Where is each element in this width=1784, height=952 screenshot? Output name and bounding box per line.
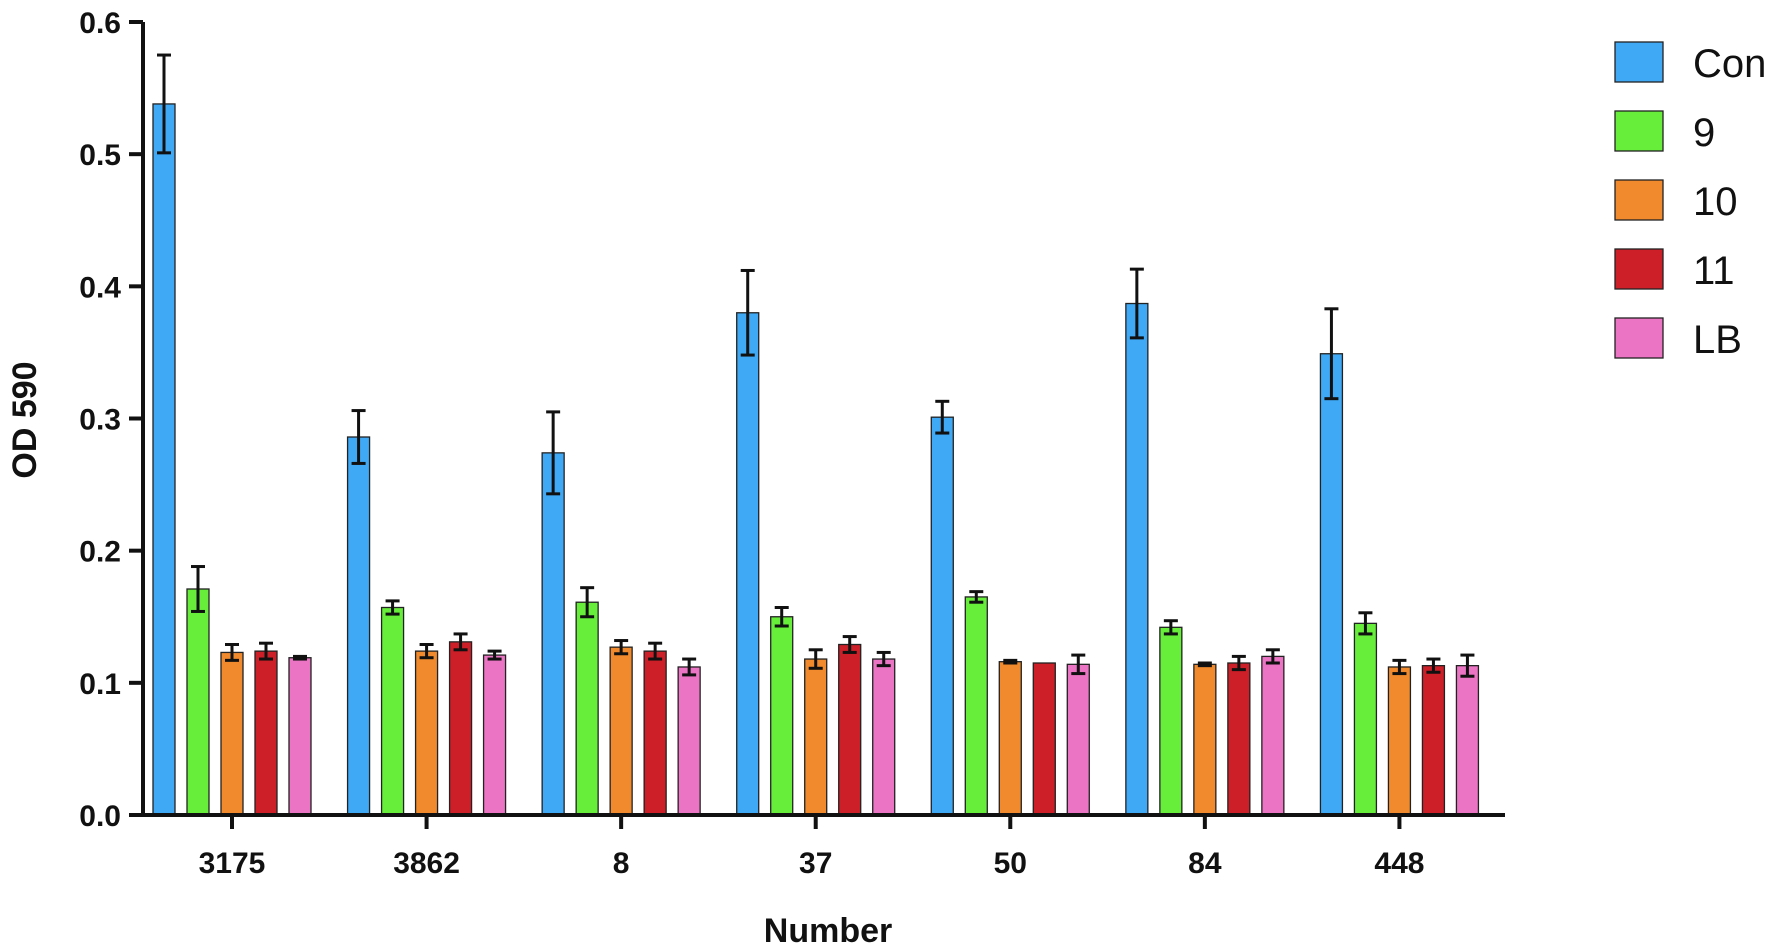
bar-LB-8: [677, 666, 701, 816]
bar-10-84: [1193, 663, 1217, 816]
bars-layer: [152, 103, 1480, 816]
axes-layer: 3175 3862 8 37 50 84 448 0.0 0.1 0.2 0.3 0.4 0.5 0.6: [79, 7, 1505, 880]
y-tick-label-0.5: 0.5: [79, 139, 121, 172]
x-tick-label-37: 37: [799, 847, 832, 880]
bar-9-37: [770, 616, 794, 816]
bar-11-3175: [254, 650, 278, 816]
bar-Con-8: [541, 452, 565, 816]
legend-label-11: 11: [1693, 249, 1735, 293]
y-tick-label-0.3: 0.3: [79, 404, 121, 437]
bar-Con-37: [736, 312, 760, 816]
bar-10-50: [998, 661, 1022, 816]
bar-9-3862: [380, 606, 405, 816]
x-axis-title: Number: [764, 912, 892, 950]
bar-11-448: [1421, 665, 1446, 816]
x-tick-label-448: 448: [1374, 847, 1424, 880]
bar-10-448: [1387, 666, 1412, 816]
bar-9-8: [575, 601, 599, 816]
bar-Con-50: [930, 416, 954, 816]
x-tick-label-8: 8: [613, 847, 630, 880]
bar-11-50: [1032, 662, 1056, 816]
bar-LB-84: [1261, 655, 1285, 816]
x-tick-label-50: 50: [994, 847, 1027, 880]
bar-10-3175: [220, 651, 244, 816]
bar-Con-448: [1319, 353, 1344, 816]
y-axis-title: OD 590: [6, 361, 44, 478]
bar-10-8: [609, 646, 633, 816]
x-tick-label-3175: 3175: [199, 847, 266, 880]
bar-9-3175: [186, 588, 210, 816]
x-tick-label-3862: 3862: [393, 847, 460, 880]
bar-11-37: [838, 643, 862, 816]
legend-swatch-Con: [1614, 41, 1664, 83]
bar-LB-3862: [482, 654, 507, 816]
bar-LB-50: [1066, 663, 1090, 816]
legend: Con 9 10 11 LB: [1614, 41, 1766, 362]
legend-label-9: 9: [1693, 111, 1715, 155]
legend-swatch-LB: [1614, 317, 1664, 359]
y-tick-label-0.0: 0.0: [79, 800, 121, 833]
bar-9-50: [964, 596, 988, 816]
legend-swatch-9: [1614, 110, 1664, 152]
bar-LB-3175: [288, 657, 312, 816]
bar-11-8: [643, 650, 667, 816]
legend-swatch-11: [1614, 248, 1664, 290]
bar-9-84: [1159, 626, 1183, 816]
y-tick-label-0.4: 0.4: [79, 271, 121, 304]
y-tick-label-0.2: 0.2: [79, 536, 121, 569]
bar-10-3862: [414, 650, 439, 816]
bar-11-3862: [448, 641, 473, 816]
bar-Con-3862: [346, 436, 371, 816]
bar-10-37: [804, 658, 828, 816]
bar-Con-3175: [152, 103, 176, 816]
legend-swatch-10: [1614, 179, 1664, 221]
x-tick-label-84: 84: [1188, 847, 1222, 880]
legend-label-Con: Con: [1693, 42, 1766, 86]
bar-11-84: [1227, 662, 1251, 816]
bar-9-448: [1353, 622, 1378, 816]
bar-LB-37: [872, 658, 896, 816]
legend-label-10: 10: [1693, 180, 1738, 224]
bar-Con-84: [1125, 302, 1149, 816]
y-tick-label-0.1: 0.1: [79, 668, 121, 701]
error-bars-layer: [157, 53, 1475, 678]
bar-LB-448: [1455, 665, 1480, 816]
y-tick-label-0.6: 0.6: [79, 7, 121, 40]
legend-label-LB: LB: [1693, 318, 1742, 362]
